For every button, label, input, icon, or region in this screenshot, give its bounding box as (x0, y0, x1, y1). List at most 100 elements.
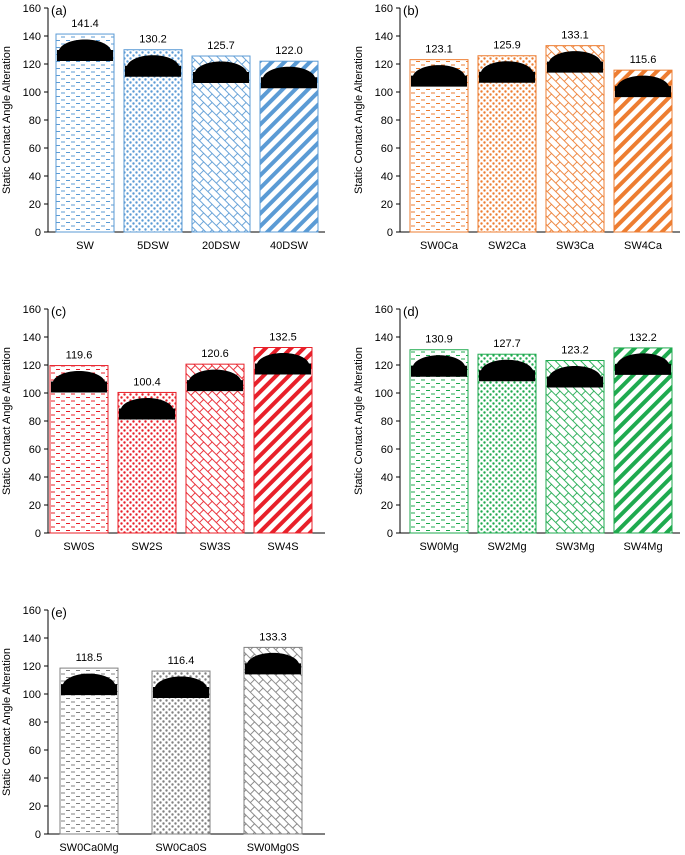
chart-panel-3: 0 20 40 60 80 100 120 140 160 Static Contact Angl… (353, 304, 680, 553)
category-label-5DSW: 5DSW (137, 240, 169, 252)
droplet-icon (193, 61, 249, 84)
value-label-SW3Ca: 133.1 (561, 30, 589, 42)
y-tick-label: 40 (29, 171, 41, 183)
category-label-SW0Ca: SW0Ca (420, 240, 459, 252)
value-label-SW: 141.4 (71, 18, 99, 30)
y-tick-label: 80 (381, 115, 393, 127)
bar-SW2Mg (477, 353, 537, 534)
value-label-SW0Mg: 130.9 (425, 334, 453, 346)
panel-label: (e) (51, 605, 67, 620)
y-tick-label: 80 (29, 717, 41, 729)
droplet-icon (411, 65, 467, 87)
y-tick-label: 160 (23, 3, 41, 15)
y-tick-label: 20 (29, 801, 41, 813)
y-tick-label: 60 (381, 143, 393, 155)
chart-panel-2: 0 20 40 60 80 100 120 140 160 Static Contact Angl… (1, 304, 325, 553)
category-label-SW3S: SW3S (199, 541, 230, 553)
bar-SW0Mg0S (243, 646, 303, 835)
category-label-20DSW: 20DSW (202, 240, 241, 252)
y-tick-label: 140 (23, 633, 41, 645)
droplet-icon (255, 353, 311, 375)
y-tick-label: 20 (381, 199, 393, 211)
y-tick-label: 60 (381, 444, 393, 456)
value-label-SW3S: 120.6 (201, 348, 229, 360)
value-label-SW4Mg: 132.2 (629, 332, 657, 344)
droplet-icon (615, 75, 671, 98)
bar-SW4Mg (613, 347, 673, 534)
y-tick-label: 120 (23, 59, 41, 71)
category-label-SW3Mg: SW3Mg (555, 541, 594, 553)
panel-label: (a) (51, 3, 67, 18)
droplet-icon (479, 359, 535, 382)
y-axis-label: Static Contact Angle Alteration (1, 648, 13, 796)
y-tick-label: 60 (29, 745, 41, 757)
category-label-SW4S: SW4S (267, 541, 298, 553)
category-label-40DSW: 40DSW (270, 240, 309, 252)
droplet-icon (51, 371, 107, 393)
y-tick-label: 160 (23, 304, 41, 316)
value-label-20DSW: 125.7 (207, 40, 235, 52)
category-label-SW0S: SW0S (63, 541, 94, 553)
value-label-SW2Mg: 127.7 (493, 338, 521, 350)
category-label-SW: SW (76, 240, 94, 252)
category-label-SW0Mg: SW0Mg (419, 541, 458, 553)
y-tick-label: 100 (23, 689, 41, 701)
y-tick-label: 100 (375, 388, 393, 400)
y-tick-label: 80 (381, 416, 393, 428)
droplet-icon (245, 652, 301, 675)
value-label-5DSW: 130.2 (139, 34, 167, 46)
y-axis-label: Static Contact Angle Alteration (353, 46, 365, 194)
category-label-SW3Ca: SW3Ca (556, 240, 595, 252)
bar-SW0Mg (409, 349, 469, 534)
y-tick-label: 0 (387, 227, 393, 239)
y-tick-label: 40 (381, 171, 393, 183)
value-label-SW0Ca: 123.1 (425, 44, 453, 56)
bar-SW3Mg (545, 360, 605, 534)
droplet-icon (615, 353, 671, 375)
value-label-SW0S: 119.6 (66, 350, 93, 362)
y-tick-label: 140 (375, 31, 393, 43)
panel-label: (d) (403, 304, 419, 319)
y-tick-label: 60 (29, 444, 41, 456)
y-tick-label: 40 (29, 472, 41, 484)
bar-SW (55, 33, 115, 233)
bar-5DSW (123, 49, 183, 233)
y-tick-label: 100 (23, 388, 41, 400)
bar-SW2Ca (477, 55, 537, 233)
bar-SW0Ca0S (151, 670, 211, 835)
bar-SW0Ca0Mg (59, 667, 119, 835)
y-tick-label: 120 (375, 360, 393, 372)
droplet-icon (125, 55, 181, 77)
panel-label: (b) (403, 3, 419, 18)
y-tick-label: 120 (23, 360, 41, 372)
y-tick-label: 0 (35, 227, 41, 239)
category-label-SW4Mg: SW4Mg (623, 541, 662, 553)
value-label-SW3Mg: 123.2 (561, 345, 589, 357)
y-tick-label: 100 (375, 87, 393, 99)
category-label-SW2S: SW2S (131, 541, 162, 553)
value-label-SW4S: 132.5 (269, 332, 297, 344)
category-label-SW4Ca: SW4Ca (624, 240, 663, 252)
y-tick-label: 160 (23, 605, 41, 617)
value-label-SW2S: 100.4 (133, 376, 161, 388)
y-tick-label: 140 (23, 31, 41, 43)
y-tick-label: 60 (29, 143, 41, 155)
bar-SW3S (185, 363, 245, 534)
category-label-SW2Mg: SW2Mg (487, 541, 526, 553)
bar-SW0Ca (409, 59, 469, 233)
y-tick-label: 80 (29, 416, 41, 428)
droplet-icon (261, 66, 317, 89)
chart-panel-4: 0 20 40 60 80 100 120 140 160 Static Contact Angl… (1, 605, 325, 854)
droplet-icon (153, 676, 209, 699)
y-tick-label: 140 (23, 332, 41, 344)
category-label-SW0Ca0S: SW0Ca0S (155, 842, 206, 854)
droplet-icon (547, 51, 603, 73)
bar-SW0S (49, 365, 109, 534)
droplet-icon (57, 39, 113, 62)
chart-panel-0: 0 20 40 60 80 100 120 140 160 Static Contact Angl… (1, 3, 325, 252)
y-tick-label: 160 (375, 3, 393, 15)
y-tick-label: 40 (381, 472, 393, 484)
droplet-icon (119, 397, 175, 420)
value-label-SW0Mg0S: 133.3 (259, 631, 287, 643)
y-tick-label: 120 (375, 59, 393, 71)
